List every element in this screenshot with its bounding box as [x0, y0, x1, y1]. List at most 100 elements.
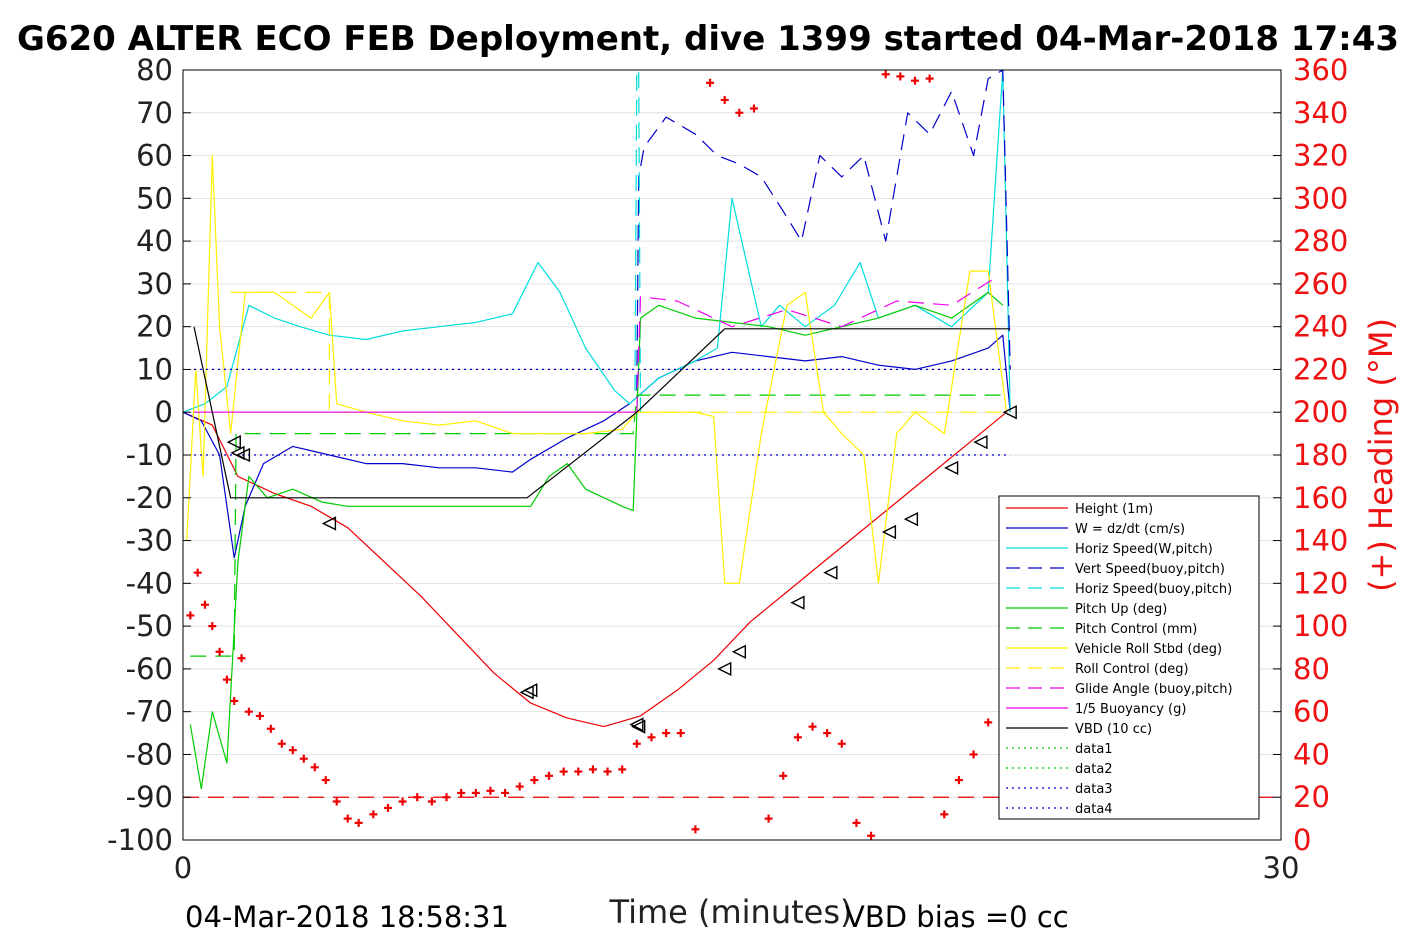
triangle-marker	[973, 435, 988, 450]
triangle-marker	[881, 524, 897, 540]
series-line-4	[634, 69, 642, 413]
legend-label: Vert Speed(buoy,pitch)	[1075, 562, 1225, 577]
y-tick-label: -40	[126, 566, 173, 600]
triangle-marker	[629, 717, 644, 732]
right-tick-label: 100	[1293, 609, 1348, 643]
legend-label: data1	[1075, 742, 1113, 757]
legend-label: W = dz/dt (cm/s)	[1075, 522, 1185, 537]
heading-marker	[530, 776, 539, 785]
y-tick-label: 0	[155, 395, 173, 429]
triangle-marker	[717, 661, 732, 677]
heading-marker	[969, 750, 978, 759]
y-tick-label: -100	[107, 823, 173, 857]
footer-vbd-bias: VBD bias =0 cc	[845, 900, 1069, 934]
heading-marker	[618, 765, 627, 774]
heading-marker	[823, 729, 832, 738]
x-axis-label: Time (minutes)	[609, 893, 853, 931]
heading-marker	[398, 797, 407, 806]
series-line-0	[182, 411, 1007, 728]
heading-marker	[881, 70, 890, 79]
heading-marker	[354, 818, 363, 827]
triangle-marker	[790, 595, 805, 610]
triangle-marker	[631, 719, 646, 734]
legend-label: Vehicle Roll Stbd (deg)	[1075, 642, 1222, 657]
y-tick-label: 60	[136, 139, 173, 173]
legend-label: VBD (10 cc)	[1075, 722, 1152, 737]
triangle-marker	[731, 644, 747, 659]
heading-marker	[984, 718, 993, 727]
heading-marker	[208, 622, 217, 631]
y-tick-label: -30	[126, 524, 173, 558]
heading-marker	[559, 767, 568, 776]
y-tick-label: 70	[136, 96, 173, 130]
y-tick-label: 40	[136, 224, 173, 258]
heading-marker	[244, 707, 253, 716]
heading-marker	[288, 746, 297, 755]
heading-marker	[574, 767, 583, 776]
heading-marker	[486, 786, 495, 795]
legend-box	[998, 495, 1260, 820]
heading-marker	[277, 739, 286, 748]
y-tick-label: 50	[136, 181, 173, 215]
y-tick-label: -90	[126, 780, 173, 814]
series-line-2	[182, 69, 1011, 413]
triangle-marker	[226, 435, 241, 450]
y-tick-label: -20	[126, 481, 173, 515]
right-tick-label: 60	[1293, 695, 1330, 729]
legend-label: Glide Angle (buoy,pitch)	[1075, 682, 1233, 697]
right-tick-label: 140	[1293, 524, 1348, 558]
heading-marker	[603, 767, 612, 776]
heading-marker	[925, 74, 934, 83]
heading-marker	[215, 647, 224, 656]
legend-label: data2	[1075, 762, 1113, 777]
y-tick-label: 20	[136, 310, 173, 344]
legend-label: Pitch Control (mm)	[1075, 622, 1197, 637]
heading-marker	[954, 776, 963, 785]
legend-label: Pitch Up (deg)	[1075, 602, 1167, 617]
triangle-marker	[944, 460, 959, 475]
right-tick-label: 20	[1293, 780, 1330, 814]
heading-marker	[676, 729, 685, 738]
heading-marker	[343, 814, 352, 823]
heading-marker	[749, 104, 758, 113]
triangle-marker	[1002, 405, 1017, 420]
heading-marker	[457, 788, 466, 797]
right-tick-label: 0	[1293, 823, 1311, 857]
triangle-marker	[321, 516, 337, 531]
heading-marker	[808, 722, 817, 731]
heading-marker	[764, 814, 773, 823]
y-tick-label: -10	[126, 438, 173, 472]
heading-marker	[779, 771, 788, 780]
heading-marker	[867, 831, 876, 840]
legend: Height (1m) W = dz/dt (cm/s) Horiz Speed(W…	[998, 495, 1260, 820]
heading-marker	[222, 675, 231, 684]
y-tick-label: 10	[136, 352, 173, 386]
heading-marker	[896, 72, 905, 81]
legend-label: data4	[1075, 802, 1113, 817]
heading-marker	[706, 78, 715, 87]
legend-label: Horiz Speed(buoy,pitch)	[1075, 582, 1232, 597]
heading-marker	[852, 818, 861, 827]
heading-marker	[545, 771, 553, 780]
series-line-9	[636, 274, 1000, 413]
heading-marker	[720, 95, 729, 104]
heading-marker	[427, 797, 436, 806]
heading-marker	[911, 76, 919, 85]
right-tick-label: 280	[1293, 224, 1348, 258]
heading-marker	[793, 733, 802, 742]
chart-title: G620 ALTER ECO FEB Deployment, dive 1399…	[17, 19, 1399, 59]
right-tick-label: 320	[1293, 139, 1348, 173]
heading-marker	[186, 611, 195, 620]
heading-marker	[193, 568, 202, 577]
heading-marker	[940, 810, 949, 819]
y-tick-label: -80	[126, 737, 173, 771]
heading-marker	[735, 108, 744, 117]
y-tick-label: -70	[126, 695, 173, 729]
legend-label: 1/5 Buoyancy (g)	[1075, 702, 1186, 717]
x-tick-label: 0	[174, 851, 192, 885]
triangle-marker	[523, 683, 538, 698]
heading-marker	[200, 600, 209, 609]
series-line-3	[636, 69, 1011, 391]
right-tick-label: 120	[1293, 566, 1348, 600]
